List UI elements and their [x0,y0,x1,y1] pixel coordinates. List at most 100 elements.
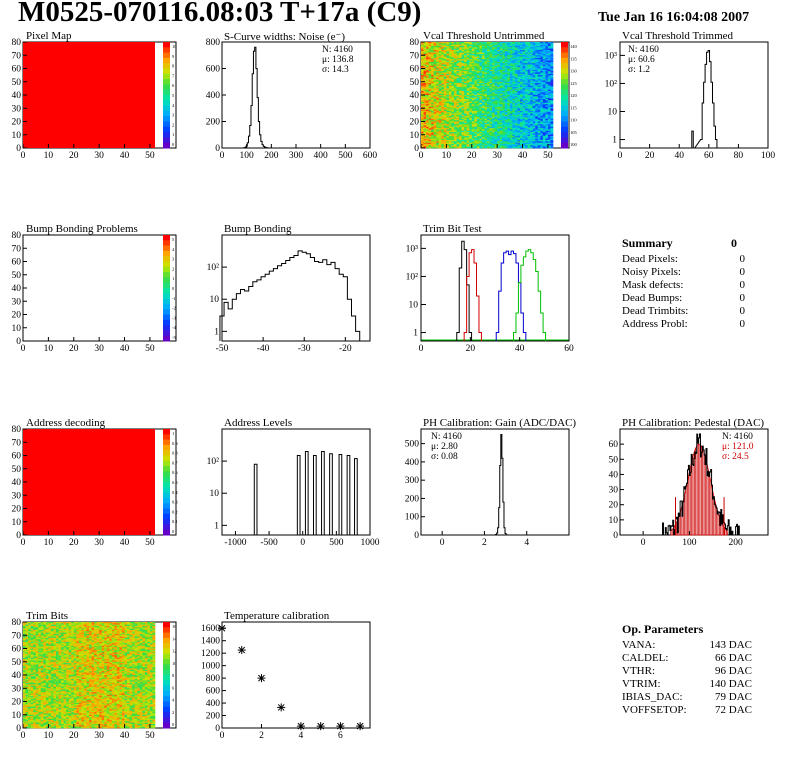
heatmap-cell [58,632,62,635]
heatmap-cell [476,112,480,114]
heatmap-cell [520,49,523,52]
heatmap-cell [139,632,143,635]
heatmap-cell [443,61,447,64]
heatmap-cell [48,623,52,625]
heatmap-cell [423,120,427,122]
heatmap-cell [474,141,478,143]
heatmap-cell [423,60,427,63]
heatmap-cell [489,93,493,96]
heatmap-cell [487,142,490,145]
heatmap-cell [438,125,442,128]
heatmap-cell [517,55,521,57]
heatmap-cell [99,623,102,625]
heatmap-cell [441,141,445,143]
palette-label: 6 [172,83,175,88]
heatmap-cell [509,83,513,85]
heatmap-cell [502,116,506,118]
x-tick-label: 50 [145,538,155,548]
heatmap-cell [68,624,72,627]
heatmap-cell [494,133,498,136]
heatmap-cell [116,633,120,636]
heatmap-cell [545,142,549,145]
heatmap-cell [421,67,424,69]
heatmap-cell [469,95,473,97]
heatmap-cell [535,65,539,68]
heatmap-cell [542,93,546,96]
heatmap-cell [459,101,462,104]
heatmap-cell [527,134,531,137]
heatmap-cell [512,52,516,55]
heatmap-cell [428,93,432,96]
heatmap-cell [484,116,488,118]
heatmap-cell [61,624,64,627]
heatmap-cell [509,49,513,52]
heatmap-cell [494,114,498,117]
heatmap-cell [537,71,541,73]
heatmap-cell [454,88,457,90]
heatmap-cell [545,89,549,92]
heatmap-cell [527,67,531,69]
heatmap-cell [494,51,498,53]
heatmap-cell [443,63,447,65]
heatmap-cell [461,97,465,100]
heatmap-cell [479,101,483,104]
heatmap-cell [497,71,500,73]
heatmap-cell [527,136,531,138]
heatmap-cell [489,110,493,113]
heatmap-cell [492,109,495,112]
heatmap-cell [474,102,478,105]
heatmap-cell [489,69,493,72]
heatmap-cell [525,56,528,59]
heatmap-cell [423,117,427,120]
heatmap-cell [550,120,554,122]
heatmap-cell [550,75,554,77]
heatmap-cell [535,108,539,110]
heatmap-cell [494,97,498,100]
heatmap-cell [461,81,465,84]
heatmap-cell [469,140,473,142]
heatmap-cell [426,47,429,49]
heatmap-cell [479,42,483,44]
heatmap-cell [461,53,465,56]
heatmap-cell [504,85,508,88]
heatmap-cell [525,91,528,93]
heatmap-cell [502,69,506,72]
heatmap-cell [484,121,488,124]
heatmap-cell [517,49,521,52]
heatmap-cell [517,102,521,105]
heatmap-cell [487,77,490,80]
heatmap-cell [446,71,450,73]
heatmap-cell [443,104,447,106]
heatmap-cell [438,69,442,72]
palette-cell [163,266,170,273]
heatmap-cell [431,49,434,52]
heatmap-cell [479,116,483,118]
heatmap-cell [525,110,528,113]
heatmap-cell [504,88,508,90]
heatmap-cell [522,60,526,63]
heatmap-cell [476,101,480,104]
heatmap-cell [436,124,440,126]
heatmap-cell [499,141,503,143]
heatmap-cell [481,42,485,44]
heatmap-cell [451,49,455,52]
heatmap-cell [446,61,450,64]
heatmap-cell [542,68,546,71]
heatmap-cell [547,85,551,88]
heatmap-cell [454,141,457,143]
heatmap-cell [436,137,440,140]
heatmap-cell [476,122,480,125]
heatmap-cell [431,104,434,106]
heatmap-cell [489,67,493,69]
heatmap-cell [441,121,445,124]
heatmap-cell [522,106,526,109]
heatmap-cell [459,122,462,125]
heatmap-cell [48,624,52,627]
heatmap-cell [507,108,511,110]
heatmap-cell [497,100,500,102]
heatmap-cell [78,627,82,629]
heatmap-cell [527,47,531,49]
heatmap-cell [527,118,531,121]
heatmap-cell [459,98,462,101]
heatmap-cell [542,134,546,137]
